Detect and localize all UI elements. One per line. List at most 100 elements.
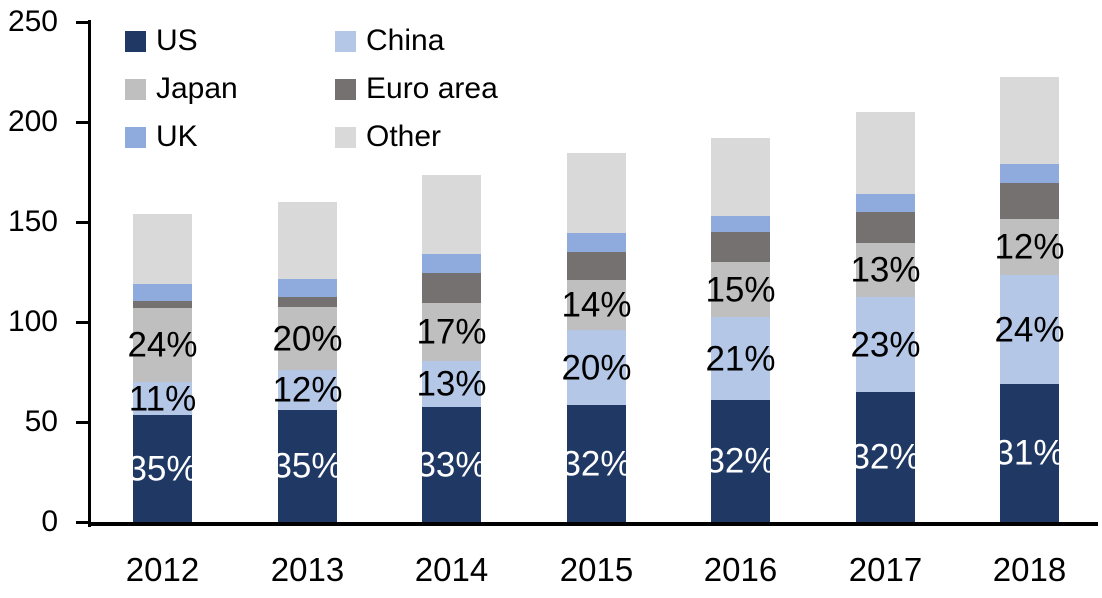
bar-segment-us-2012 xyxy=(133,415,192,522)
y-tick-label: 150 xyxy=(7,205,58,238)
legend-label: Japan xyxy=(156,72,238,105)
legend-label: Euro area xyxy=(366,72,498,105)
other-swatch-icon xyxy=(335,126,356,148)
bar-segment-uk-2014 xyxy=(422,254,481,273)
x-tick-label-2018: 2018 xyxy=(992,551,1067,588)
segment-label: 23% xyxy=(850,325,921,364)
segment-label: 12% xyxy=(994,227,1065,267)
bar-segment-euro-area-2014 xyxy=(422,273,481,303)
bar-segment-other-2013 xyxy=(278,202,337,279)
segment-label: 24% xyxy=(127,325,198,365)
legend-item-euro-area: Euro area xyxy=(335,65,498,113)
y-tick xyxy=(76,21,88,24)
bar-segment-euro-area-2013 xyxy=(278,297,337,307)
x-tick-label-2014: 2014 xyxy=(414,551,489,588)
segment-label: 20% xyxy=(561,348,632,387)
x-tick-label-2017: 2017 xyxy=(848,551,923,588)
bar-segment-euro-area-2017 xyxy=(856,212,915,243)
bar-segment-uk-2012 xyxy=(133,284,192,301)
y-tick-label: 0 xyxy=(41,505,58,538)
bar-segment-china-2018 xyxy=(1000,275,1059,384)
us-swatch-icon xyxy=(125,30,146,52)
legend-label: China xyxy=(366,24,445,57)
bar-segment-japan-2013 xyxy=(278,307,337,370)
bar-segment-china-2017 xyxy=(856,297,915,392)
y-tick-label: 250 xyxy=(7,5,58,38)
y-tick xyxy=(76,521,88,524)
china-swatch-icon xyxy=(335,30,356,52)
x-tick-label-2012: 2012 xyxy=(125,551,200,588)
segment-label: 35% xyxy=(127,449,198,488)
bar-segment-us-2016 xyxy=(711,400,770,522)
y-tick-label: 200 xyxy=(7,105,58,138)
bar-segment-euro-area-2015 xyxy=(567,252,626,280)
segment-label: 11% xyxy=(128,379,197,418)
bar-segment-us-2015 xyxy=(567,405,626,522)
euro-area-swatch-icon xyxy=(335,78,356,100)
bar-segment-euro-area-2012 xyxy=(133,301,192,308)
japan-swatch-icon xyxy=(125,78,146,100)
segment-label: 17% xyxy=(416,312,487,352)
segment-label: 24% xyxy=(994,310,1065,349)
y-tick-label: 100 xyxy=(7,305,58,338)
segment-label: 20% xyxy=(272,319,343,358)
y-tick xyxy=(76,121,88,124)
segment-label: 32% xyxy=(561,444,632,483)
bar-segment-other-2018 xyxy=(1000,77,1059,164)
bar-segment-china-2016 xyxy=(711,317,770,400)
bar-segment-euro-area-2018 xyxy=(1000,183,1059,219)
bar-segment-japan-2015 xyxy=(567,280,626,330)
bar-segment-japan-2014 xyxy=(422,303,481,361)
bar-segment-uk-2017 xyxy=(856,194,915,212)
bar-segment-us-2013 xyxy=(278,410,337,522)
bar-segment-china-2014 xyxy=(422,361,481,407)
segment-label: 13% xyxy=(416,364,487,404)
bar-segment-other-2016 xyxy=(711,138,770,216)
bar-segment-other-2017 xyxy=(856,112,915,194)
bar-segment-other-2012 xyxy=(133,214,192,284)
bar-segment-us-2018 xyxy=(1000,384,1059,522)
bar-segment-other-2014 xyxy=(422,175,481,254)
segment-label: 35% xyxy=(272,446,343,486)
bar-segment-china-2015 xyxy=(567,330,626,405)
segment-label: 14% xyxy=(561,285,632,325)
legend-item-uk: UK xyxy=(125,113,335,161)
x-tick-label-2013: 2013 xyxy=(270,551,345,588)
segment-label: 12% xyxy=(272,370,343,410)
y-tick xyxy=(76,221,88,224)
x-axis-line xyxy=(88,522,1098,526)
y-tick-label: 50 xyxy=(24,405,58,438)
legend-label: Other xyxy=(366,120,442,153)
y-tick xyxy=(76,421,88,424)
y-tick xyxy=(76,321,88,324)
bar-segment-japan-2012 xyxy=(133,308,192,382)
legend-label: US xyxy=(156,24,198,57)
bar-segment-uk-2015 xyxy=(567,233,626,252)
bar-segment-china-2012 xyxy=(133,382,192,415)
bar-segment-uk-2016 xyxy=(711,216,770,232)
bar-segment-euro-area-2016 xyxy=(711,232,770,262)
segment-label: 32% xyxy=(705,441,776,481)
bar-segment-us-2017 xyxy=(856,392,915,522)
bar-segment-japan-2017 xyxy=(856,243,915,297)
segment-label: 21% xyxy=(705,339,776,378)
segment-label: 32% xyxy=(850,437,921,477)
segment-label: 31% xyxy=(994,433,1065,473)
legend: US China Japan Euro area UK Other xyxy=(125,17,498,161)
segment-label: 15% xyxy=(705,270,776,309)
legend-item-china: China xyxy=(335,17,498,65)
bar-segment-us-2014 xyxy=(422,407,481,522)
x-tick-label-2016: 2016 xyxy=(703,551,778,588)
y-axis-line xyxy=(88,20,91,527)
segment-label: 33% xyxy=(416,445,487,484)
segment-label: 13% xyxy=(850,250,921,290)
bar-segment-other-2015 xyxy=(567,153,626,233)
bar-segment-uk-2018 xyxy=(1000,164,1059,183)
bar-segment-china-2013 xyxy=(278,370,337,410)
bar-segment-japan-2016 xyxy=(711,262,770,317)
uk-swatch-icon xyxy=(125,126,146,148)
legend-label: UK xyxy=(156,120,198,153)
bar-segment-uk-2013 xyxy=(278,279,337,297)
legend-item-other: Other xyxy=(335,113,498,161)
